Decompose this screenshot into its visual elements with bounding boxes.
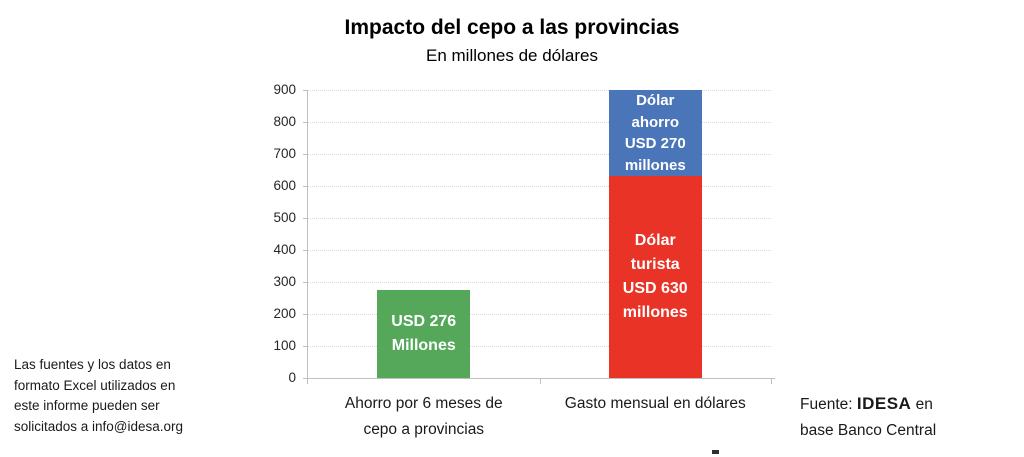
chart-subtitle: En millones de dólares xyxy=(426,46,598,65)
footnote-line: este informe pueden ser xyxy=(14,398,160,413)
bar-segment: Dólar ahorro USD 270 millones xyxy=(608,90,702,177)
bar-label-line: USD 270 xyxy=(624,135,686,153)
gridline xyxy=(308,345,771,347)
source-suffix: en xyxy=(911,396,933,413)
y-axis-label: 200 xyxy=(273,306,296,321)
bar-label-line: USD 630 xyxy=(622,280,688,298)
y-axis-label: 700 xyxy=(273,146,296,161)
y-axis-tick xyxy=(303,154,308,155)
gridline xyxy=(308,281,771,283)
y-axis-tick xyxy=(303,122,308,123)
source-brand: IDESA xyxy=(856,394,912,413)
source-line1: Fuente: IDESA en xyxy=(800,391,936,418)
x-axis-tick xyxy=(539,378,541,384)
gridline xyxy=(308,313,771,315)
gridline xyxy=(308,153,771,155)
gridline xyxy=(308,217,771,219)
x-axis-line xyxy=(307,378,775,379)
chart-title: Impacto del cepo a las provincias xyxy=(344,16,680,39)
footnote-contact: Las fuentes y los datos en formato Excel… xyxy=(14,355,183,437)
y-axis-label: 400 xyxy=(273,242,296,257)
source-attribution: Fuente: IDESA en base Banco Central xyxy=(800,391,936,444)
source-prefix: Fuente: xyxy=(800,396,857,413)
bar-label-line: ahorro xyxy=(631,113,679,131)
bar-segment: Dólar turista USD 630 millones xyxy=(608,176,702,378)
bar-label-line: millones xyxy=(624,156,686,174)
y-axis-tick xyxy=(303,282,308,283)
y-axis-tick xyxy=(303,90,308,91)
y-axis-label: 800 xyxy=(273,114,296,129)
y-axis-label: 0 xyxy=(288,370,296,385)
x-axis-tick xyxy=(771,378,772,384)
x-axis-category-label: Ahorro por 6 meses de cepo a provincias xyxy=(299,391,549,443)
bar-label-line: turista xyxy=(630,256,680,274)
y-axis-label: 500 xyxy=(273,210,296,225)
y-axis-tick xyxy=(303,250,308,251)
y-axis-tick xyxy=(303,218,308,219)
source-line2: base Banco Central xyxy=(800,422,937,439)
x-axis-label-line: Gasto mensual en dólares xyxy=(564,395,746,412)
bar-segment: USD 276 Millones xyxy=(377,289,471,378)
footnote-line: solicitados a info@idesa.org xyxy=(14,418,184,434)
bar-label-line: Dólar xyxy=(634,232,676,250)
y-axis-label: 100 xyxy=(273,338,296,353)
y-axis-label: 300 xyxy=(273,274,296,289)
bar-label-line: Millones xyxy=(391,336,456,354)
x-axis-label-line: cepo a provincias xyxy=(363,421,485,438)
bar-label-line: Dólar xyxy=(636,92,675,109)
gridline xyxy=(308,89,771,91)
y-axis-label: 900 xyxy=(273,82,296,97)
y-axis-tick xyxy=(303,378,308,379)
y-axis-line xyxy=(307,90,308,378)
gridline xyxy=(308,249,771,251)
y-axis-tick xyxy=(303,314,308,315)
x-axis-category-label: Gasto mensual en dólares xyxy=(530,391,780,417)
x-axis-label-line: Ahorro por 6 meses de xyxy=(344,395,503,412)
gridline xyxy=(308,185,771,187)
y-axis-tick xyxy=(303,186,308,187)
footnote-line: formato Excel utilizados en xyxy=(14,377,176,393)
footnote-line: Las fuentes y los datos en xyxy=(14,357,171,372)
x-axis-tick xyxy=(307,378,308,384)
y-axis-tick xyxy=(303,346,308,347)
bar-label-line: USD 276 xyxy=(391,312,457,330)
gridline xyxy=(308,121,771,123)
stray-mark-artifact xyxy=(712,450,719,454)
y-axis-label: 600 xyxy=(273,178,296,193)
bar-label-line: millones xyxy=(622,304,688,322)
